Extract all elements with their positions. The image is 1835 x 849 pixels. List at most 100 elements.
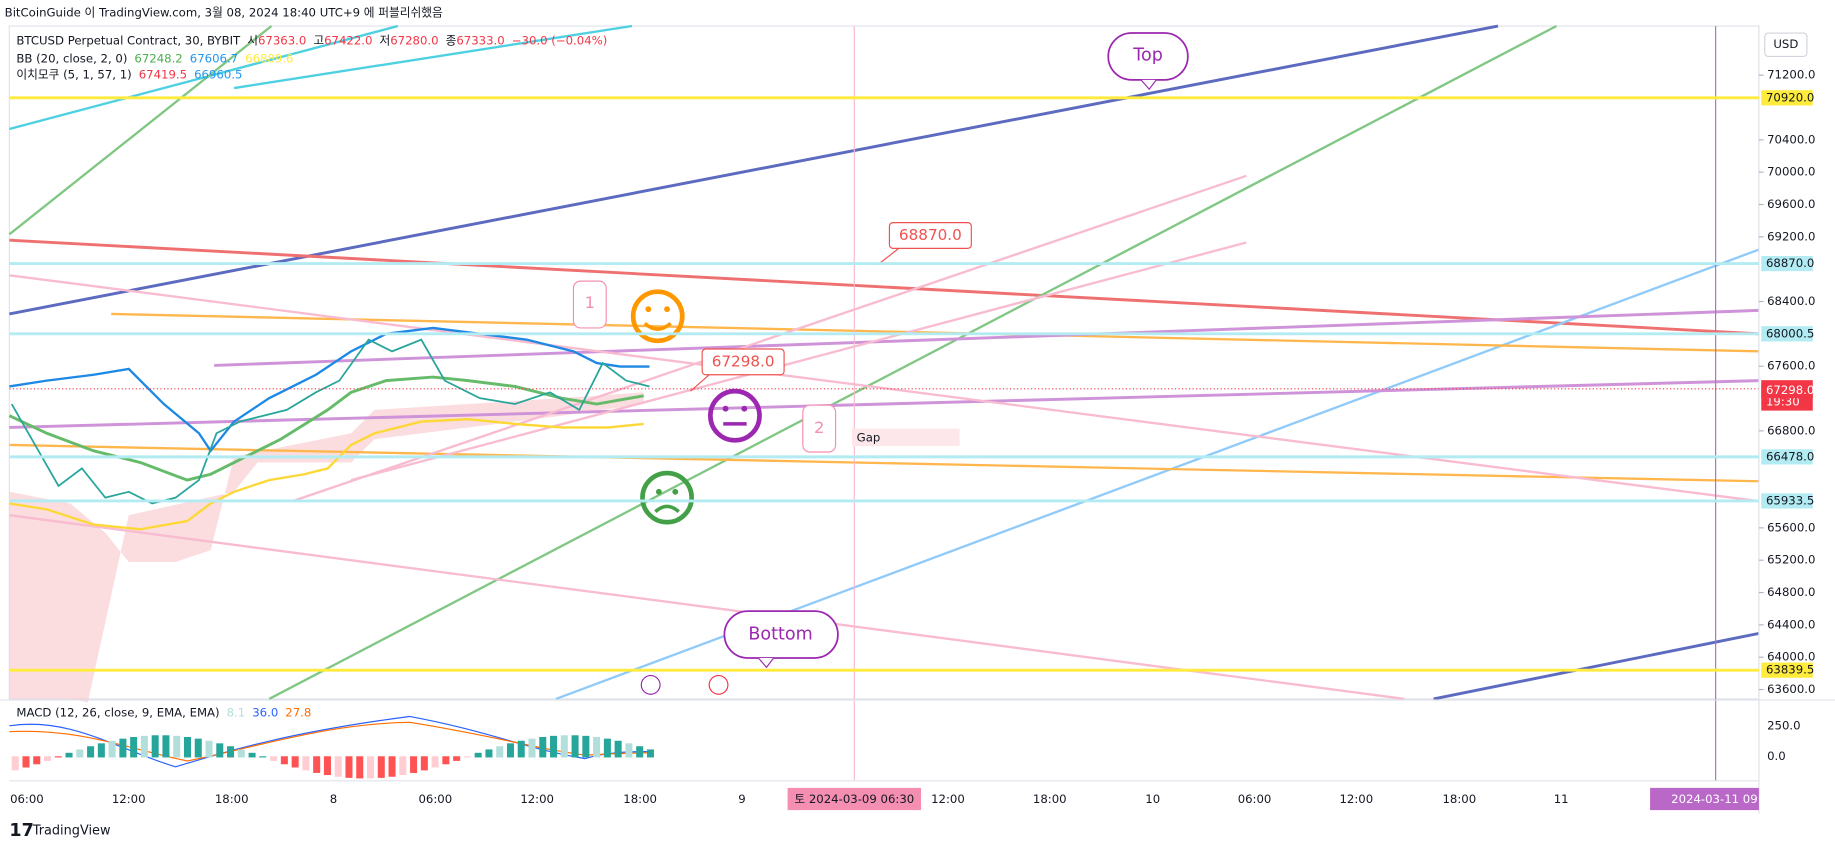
bb-basis (8, 375, 644, 482)
hist-bar (227, 746, 235, 758)
time-tick-label: 12:00 (1340, 792, 1374, 806)
hist-bar (237, 749, 245, 758)
annotation-1: 1 (585, 293, 595, 312)
hist-bar (646, 749, 654, 758)
callout-top: Top (1107, 32, 1189, 91)
macd-tick-label: 250.0 (1767, 718, 1800, 732)
legend-item: 67363.0 (258, 34, 306, 48)
time-tick-label: 06:00 (10, 792, 44, 806)
time-tick-label: 18:00 (1033, 792, 1067, 806)
price-tick-label: 65600.0 (1767, 520, 1815, 534)
time-tick-label: 8 (330, 792, 337, 806)
chart-pane: Top Bottom 1 2 Gap 68870.0 67298.0 (8, 24, 1760, 781)
cursor-badge (787, 787, 922, 811)
legend-item: 67333.0 (456, 34, 504, 48)
hist-bar (399, 756, 407, 776)
hist-bar (140, 735, 148, 758)
legend-item: 66960.5 (194, 68, 242, 82)
note-pointer (877, 247, 900, 266)
price-tick-label: 64400.0 (1767, 617, 1815, 631)
time-tick-label: 18:00 (1442, 792, 1476, 806)
hist-bar (87, 746, 95, 758)
trend-line (292, 174, 1247, 503)
event-icon[interactable] (708, 674, 729, 695)
price-path (10, 338, 650, 505)
trend-line (268, 24, 1558, 700)
hist-bar (151, 735, 159, 758)
hist-bar (173, 735, 181, 758)
hist-bar (194, 738, 202, 758)
hist-bar (388, 756, 396, 777)
hist-bar (22, 756, 30, 768)
trend-line (9, 238, 1760, 336)
hist-bar (431, 756, 439, 768)
level-badge (1761, 449, 1813, 465)
note-pointer (690, 374, 710, 392)
marker-box (802, 404, 837, 453)
hist-bar (560, 735, 568, 758)
macd-pane (0, 699, 1835, 782)
currency: USD (1773, 37, 1798, 51)
hist-bar (97, 743, 105, 758)
annotation-top: Top (1132, 45, 1163, 65)
level-badge (1761, 493, 1813, 509)
price-tick-label: 67600.0 (1767, 359, 1815, 373)
level-label: 65933.5 (1766, 493, 1814, 507)
hist-bar (582, 735, 590, 758)
legend: BTCUSD Perpetual Contract, 30, BYBIT 시 673… (16, 34, 607, 720)
hist-bar (119, 738, 127, 758)
level-badge (1761, 326, 1813, 342)
hist-bar (76, 749, 84, 758)
hist-bar (108, 740, 116, 758)
price-tick-label: 65200.0 (1767, 553, 1815, 567)
level-label: 70920.0 (1766, 90, 1814, 104)
annotation-bottom: Bottom (748, 625, 812, 645)
hist-bar (11, 756, 19, 771)
trend-line (214, 308, 1759, 367)
hist-bar (44, 756, 52, 761)
hist-bar (506, 743, 514, 758)
hist-bar (571, 735, 579, 758)
hist-bar (302, 756, 310, 771)
hist-bar (323, 756, 331, 776)
price-tick-label: 70400.0 (1767, 132, 1815, 146)
hist-bar (442, 756, 450, 765)
hist-bar (550, 735, 558, 758)
hist-bar (485, 749, 493, 758)
price-tick-label: 63600.0 (1767, 682, 1815, 696)
hist-bar (216, 743, 224, 758)
hist-bar (539, 736, 547, 758)
time-tick-label: 9 (738, 792, 745, 806)
macd-line (9, 715, 651, 768)
cursor-label: 2024-03-11 09: (1671, 792, 1761, 806)
legend-item: 저 (379, 34, 390, 48)
hist-bar (356, 756, 364, 779)
publisher: BitCoinGuide 이 TradingView.com, 3월 08, 2… (5, 6, 443, 20)
price-tick-label: 64000.0 (1767, 650, 1815, 664)
time-tick-label: 12:00 (112, 792, 146, 806)
legend-item: 고 (313, 34, 324, 48)
level-badge (1761, 90, 1813, 106)
hist-bar (496, 746, 504, 758)
legend-item: 67422.0 (324, 34, 372, 48)
price-axis: 71200.0 70400.0 70000.0 69600.0 69200.0 68400… (1758, 68, 1815, 763)
legend-item: 종 (446, 34, 457, 48)
hist-bar (334, 756, 342, 777)
hist-bar (65, 752, 73, 758)
hist-bar (33, 756, 41, 765)
price-tick-label: 68400.0 (1767, 294, 1815, 308)
hist-bar (183, 736, 191, 758)
price-note (701, 348, 785, 376)
level-label: 68000.5 (1766, 326, 1814, 340)
legend-item: BB (20, close, 2, 0) (16, 51, 127, 65)
event-icon[interactable] (640, 674, 661, 695)
bb-upper (9, 326, 650, 453)
hist-bar (410, 756, 418, 773)
legend-item: 67248.2 (134, 51, 182, 65)
trend-line (9, 24, 1499, 316)
hist-bar (625, 743, 633, 758)
annotation-gap: Gap (857, 430, 881, 444)
currency-button[interactable] (1764, 32, 1808, 58)
